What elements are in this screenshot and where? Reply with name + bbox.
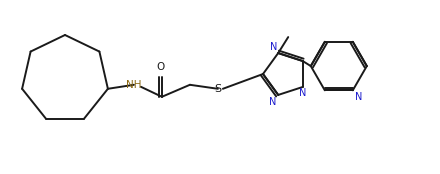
- Text: NH: NH: [126, 80, 142, 90]
- Text: S: S: [214, 84, 221, 94]
- Text: N: N: [270, 42, 277, 52]
- Text: O: O: [157, 62, 165, 72]
- Text: N: N: [269, 97, 276, 107]
- Text: N: N: [299, 88, 307, 98]
- Text: N: N: [355, 92, 362, 102]
